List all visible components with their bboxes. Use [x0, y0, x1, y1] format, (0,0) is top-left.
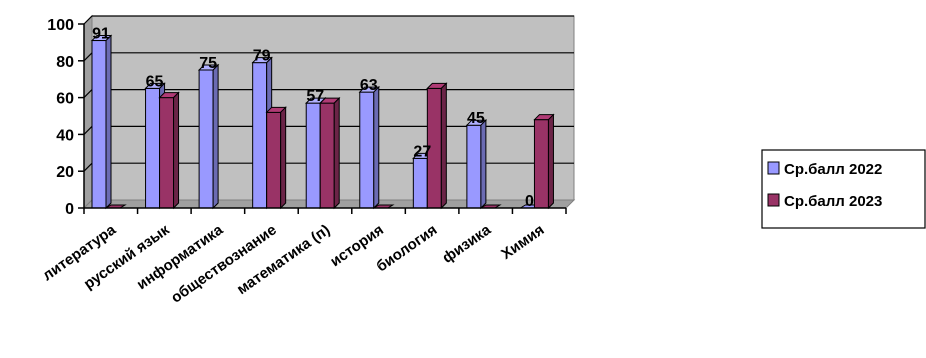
category-label: математика (п)	[234, 221, 334, 298]
data-label: 91	[92, 26, 110, 43]
bar-side	[173, 91, 180, 210]
bar-series2	[533, 119, 549, 209]
data-label: 79	[253, 48, 271, 65]
bar-series1	[466, 124, 482, 209]
bar-side	[105, 34, 112, 210]
bar-side	[333, 96, 340, 210]
bar-series1	[91, 40, 107, 209]
data-label: 75	[199, 55, 217, 72]
data-label: 27	[413, 143, 431, 160]
legend-swatch	[767, 193, 780, 207]
y-tick-label: 0	[65, 201, 74, 218]
bar-series1	[305, 102, 321, 209]
legend-swatch	[767, 161, 780, 175]
bar-side	[480, 118, 487, 210]
gridline	[83, 15, 574, 25]
legend-label: Ср.балл 2023	[784, 193, 882, 210]
bar-side	[212, 63, 219, 210]
plot-side-wall	[83, 14, 93, 210]
bar-series1	[198, 69, 214, 209]
category-label: биология	[373, 221, 440, 275]
axes	[78, 23, 567, 214]
category-label: физика	[439, 221, 494, 267]
bar-side	[373, 85, 380, 210]
bar-side	[280, 106, 287, 210]
data-label: 57	[306, 88, 324, 105]
y-tick-label: 80	[56, 54, 74, 71]
y-tick-label: 40	[56, 127, 74, 144]
bar-side	[440, 82, 447, 210]
data-label: 63	[360, 77, 378, 94]
legend-label: Ср.балл 2022	[784, 161, 882, 178]
bars	[90, 34, 555, 210]
category-label: Химия	[498, 221, 547, 263]
bar-side	[547, 113, 554, 210]
legend-box	[761, 149, 926, 229]
bar-series1	[359, 91, 375, 209]
legend: Ср.балл 2022 Ср.балл 2023	[761, 149, 926, 229]
bar-series1	[145, 87, 161, 209]
data-label: 0	[525, 193, 534, 210]
y-tick-label: 60	[56, 91, 74, 108]
data-label: 65	[146, 73, 164, 90]
bar-series1	[252, 62, 268, 209]
bar-series2	[319, 102, 335, 209]
y-tick-label: 100	[47, 17, 74, 34]
bar-series1	[412, 157, 428, 209]
y-tick-label: 20	[56, 164, 74, 181]
data-label: 45	[467, 110, 485, 127]
bar-series2	[266, 111, 282, 209]
bar-series2	[159, 97, 175, 209]
